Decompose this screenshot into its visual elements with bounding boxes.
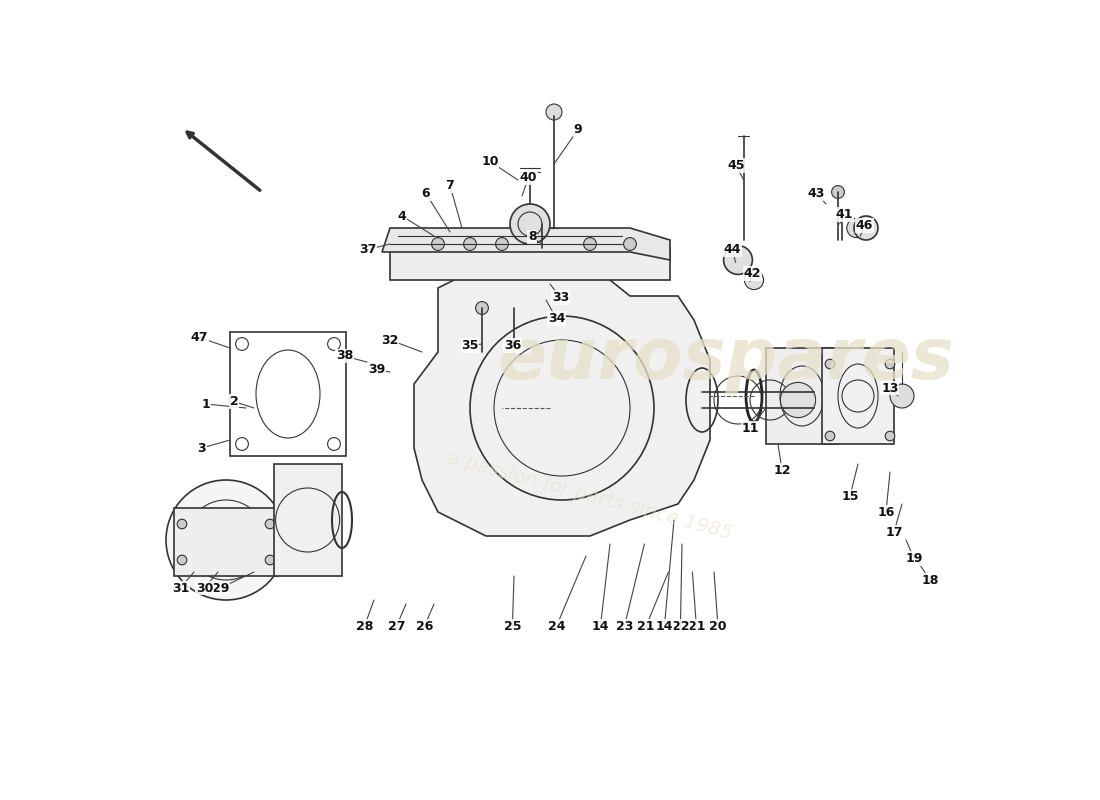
Text: 33: 33 (552, 291, 569, 304)
Text: 6: 6 (421, 187, 430, 200)
Polygon shape (390, 240, 670, 280)
Bar (174, 508, 278, 576)
Text: 28: 28 (355, 620, 373, 633)
Text: 37: 37 (359, 243, 376, 256)
Text: 3: 3 (198, 442, 207, 454)
Text: 34: 34 (548, 312, 565, 325)
Circle shape (890, 384, 914, 408)
Text: 36: 36 (504, 339, 521, 352)
Text: 1: 1 (201, 398, 210, 410)
Text: 14: 14 (592, 620, 609, 633)
Circle shape (475, 302, 488, 314)
Text: 39: 39 (367, 363, 385, 376)
Text: 21: 21 (637, 620, 654, 633)
Text: 42: 42 (744, 267, 761, 280)
Circle shape (546, 104, 562, 120)
Text: 41: 41 (836, 208, 854, 221)
Text: eurospares: eurospares (497, 326, 955, 394)
Circle shape (496, 238, 508, 250)
Circle shape (745, 270, 763, 290)
Text: 27: 27 (387, 620, 405, 633)
Text: 44: 44 (724, 243, 741, 256)
Text: a passion for parts since 1985: a passion for parts since 1985 (446, 449, 735, 543)
Circle shape (177, 519, 187, 529)
Text: 26: 26 (416, 620, 433, 633)
Text: 11: 11 (741, 422, 759, 434)
Text: 22: 22 (672, 620, 689, 633)
Circle shape (886, 359, 894, 369)
Circle shape (854, 216, 878, 240)
Text: 4: 4 (397, 210, 406, 222)
Circle shape (724, 246, 752, 274)
Circle shape (886, 431, 894, 441)
Text: 45: 45 (728, 159, 745, 172)
Text: 18: 18 (922, 574, 938, 586)
Circle shape (510, 204, 550, 244)
Text: 19: 19 (905, 552, 923, 565)
Text: eurospares: eurospares (497, 326, 955, 394)
Text: 30: 30 (196, 582, 213, 594)
Circle shape (177, 555, 187, 565)
Bar (822, 348, 894, 444)
Text: 20: 20 (710, 620, 727, 633)
Text: 47: 47 (191, 331, 208, 344)
Polygon shape (414, 264, 710, 536)
Text: 31: 31 (172, 582, 189, 594)
Text: 38: 38 (336, 350, 353, 362)
Circle shape (780, 382, 815, 418)
Text: 23: 23 (616, 620, 634, 633)
Text: 16: 16 (878, 506, 894, 518)
Circle shape (584, 238, 596, 250)
Text: 9: 9 (574, 123, 582, 136)
Text: 35: 35 (461, 339, 478, 352)
Text: 25: 25 (504, 620, 521, 633)
Circle shape (624, 238, 637, 250)
Text: 21: 21 (688, 620, 705, 633)
Text: 46: 46 (856, 219, 873, 232)
Circle shape (166, 480, 286, 600)
Text: 24: 24 (548, 620, 565, 633)
Text: 32: 32 (382, 334, 398, 346)
Text: 2: 2 (230, 395, 239, 408)
Bar (230, 332, 346, 456)
Circle shape (463, 238, 476, 250)
Circle shape (847, 218, 866, 238)
Text: 15: 15 (842, 490, 859, 502)
Text: 17: 17 (886, 526, 903, 538)
Circle shape (265, 555, 275, 565)
Text: 13: 13 (881, 382, 899, 394)
Text: 43: 43 (807, 187, 825, 200)
Text: 29: 29 (211, 582, 229, 594)
Text: 7: 7 (446, 179, 454, 192)
Text: 12: 12 (773, 464, 791, 477)
Circle shape (825, 431, 835, 441)
Circle shape (825, 359, 835, 369)
Bar (274, 464, 342, 576)
Circle shape (832, 186, 845, 198)
Text: 10: 10 (482, 155, 498, 168)
Polygon shape (382, 228, 670, 260)
Circle shape (431, 238, 444, 250)
Text: 40: 40 (519, 171, 537, 184)
Text: 14: 14 (656, 620, 673, 633)
Text: 8: 8 (528, 230, 537, 243)
Circle shape (265, 519, 275, 529)
Bar (766, 348, 838, 444)
